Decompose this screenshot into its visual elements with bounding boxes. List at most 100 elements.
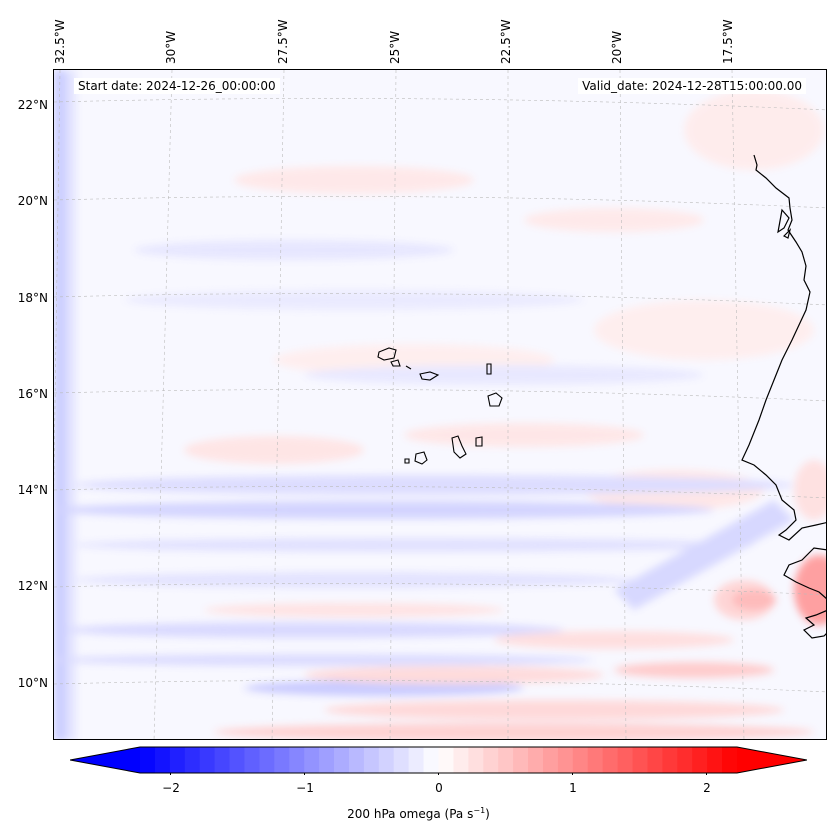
lat-label-20n: 20°N [17, 194, 48, 208]
omega-field-map [54, 70, 826, 739]
colorbar-cell [259, 747, 275, 773]
colorbar-cell [319, 747, 335, 773]
colorbar-cell [378, 747, 395, 773]
field-neg-band [54, 501, 714, 519]
cb-tick-1: 1 [569, 781, 577, 795]
field-pos-band [494, 631, 734, 649]
colorbar-cell [617, 747, 634, 773]
colorbar-cell [722, 747, 738, 773]
lat-label-18n: 18°N [17, 291, 48, 305]
colorbar-cell [363, 747, 380, 773]
colorbar-cell [274, 747, 290, 773]
field-neg-band [74, 572, 634, 588]
field-pos-band [204, 603, 504, 617]
colorbar-cell [423, 747, 439, 773]
colorbar-cell [244, 747, 260, 773]
colorbar-ticks [170, 773, 707, 775]
field-pos-band [324, 700, 784, 720]
lon-label-27-5w: 27.5°W [276, 19, 290, 64]
colorbar-outline [70, 746, 807, 774]
island-santo-antao [377, 347, 397, 361]
lon-label-17-5w: 17.5°W [721, 19, 735, 64]
field-pos-patch [184, 436, 364, 464]
colorbar-cell [289, 747, 305, 773]
colorbar-cell [140, 747, 156, 773]
colorbar-cells [70, 747, 807, 773]
colorbar-cell [468, 747, 484, 773]
field-neg-band [124, 290, 584, 310]
colorbar-cell [348, 747, 365, 773]
colorbar-cell [692, 747, 708, 773]
field-pos-patch [684, 90, 824, 170]
colorbar-cell [707, 747, 723, 773]
colorbar-cell [154, 747, 171, 773]
field-neg-band [74, 538, 754, 552]
island-santa-luzia [405, 365, 412, 370]
island-maio [475, 436, 483, 447]
field-neg-band [64, 622, 564, 638]
field-neg-band [134, 240, 454, 260]
lat-label-12n: 12°N [17, 579, 48, 593]
colorbar-cell [184, 747, 201, 773]
lat-label-16n: 16°N [17, 387, 48, 401]
coast-bits [777, 208, 790, 234]
colorbar-extend-min [70, 747, 140, 773]
field-pos-patch [234, 166, 474, 194]
field-neg-band [74, 475, 794, 495]
cb-tick-0: 0 [435, 781, 443, 795]
field-pos-band [304, 666, 604, 684]
colorbar-cell [229, 747, 245, 773]
colorbar-cell [513, 747, 529, 773]
cape-verde-islands [377, 347, 503, 465]
field-pos-band [794, 555, 826, 625]
colorbar-cell [542, 747, 559, 773]
colorbar-cell [498, 747, 514, 773]
cb-tick-neg1: −1 [296, 781, 314, 795]
colorbar-cell [677, 747, 693, 773]
colorbar-cell [662, 747, 678, 773]
colorbar-cell [528, 747, 544, 773]
lat-label-14n: 14°N [17, 483, 48, 497]
field-pos-patch [404, 423, 644, 447]
coastline [741, 154, 826, 639]
colorbar-cell [393, 747, 410, 773]
start-date-label: Start date: 2024-12-26_00:00:00 [74, 78, 280, 94]
field-pos-patch [594, 300, 814, 360]
lon-label-25w: 25°W [388, 30, 402, 64]
field-neg-band [54, 654, 594, 666]
cb-label-units: (Pa s [444, 807, 474, 821]
field-neg-band [304, 365, 704, 385]
lon-label-32-5w: 32.5°W [53, 19, 67, 64]
island-sao-vicente [390, 359, 401, 367]
colorbar-label: 200 hPa omega (Pa s−1) [0, 806, 837, 821]
island-sal [486, 363, 492, 375]
island-sao-nicolau [419, 371, 440, 381]
island-brava [404, 458, 410, 464]
island-fogo [414, 451, 428, 465]
colorbar-cell [214, 747, 231, 773]
cb-tick-neg2: −2 [162, 781, 180, 795]
field-edge-blue [54, 70, 66, 739]
coast-bits [782, 228, 792, 239]
island-boa-vista [487, 392, 503, 407]
field-neg-diagonal [614, 500, 794, 610]
field-pos-band [794, 460, 826, 520]
africa-coast-bissau [802, 610, 826, 639]
colorbar-cell [632, 747, 648, 773]
field-edge-blue [66, 70, 76, 739]
map-panel[interactable]: Start date: 2024-12-26_00:00:00 Valid_da… [53, 69, 827, 740]
colorbar-cell [572, 747, 589, 773]
colorbar-cell [438, 747, 454, 773]
colorbar-extend-max [737, 747, 807, 773]
colorbar-cell [169, 747, 186, 773]
field-pos-band [214, 723, 814, 739]
cb-label-units-exp: −1 [473, 806, 486, 815]
colorbar-cell [483, 747, 499, 773]
colorbar-cell [199, 747, 216, 773]
colorbar-cell [408, 747, 425, 773]
colorbar-cell [587, 747, 604, 773]
cb-tick-2: 2 [703, 781, 711, 795]
field-pos-band [614, 662, 774, 678]
field-pos-band [732, 590, 776, 610]
colorbar-cell [304, 747, 320, 773]
